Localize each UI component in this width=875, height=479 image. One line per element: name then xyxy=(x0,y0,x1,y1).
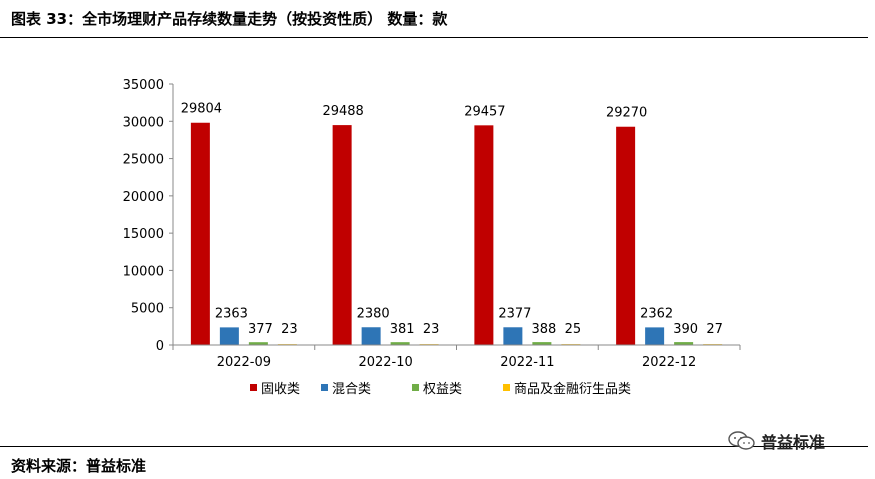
x-tick-label: 2022-09 xyxy=(217,355,271,370)
chart-title: 图表 33：全市场理财产品存续数量走势（按投资性质） 数量：款 xyxy=(11,10,448,28)
y-tick-label: 35000 xyxy=(123,78,164,93)
data-label: 27 xyxy=(706,322,723,337)
bar xyxy=(219,327,239,345)
data-label: 2380 xyxy=(357,306,390,321)
data-label: 29270 xyxy=(606,106,647,121)
bar xyxy=(645,327,665,345)
legend-label: 商品及金融衍生品类 xyxy=(514,381,631,397)
data-label: 29457 xyxy=(464,104,505,119)
wechat-icon xyxy=(728,431,755,450)
data-label: 29804 xyxy=(181,102,222,117)
data-label: 381 xyxy=(390,322,415,337)
bar xyxy=(190,122,210,345)
bar xyxy=(390,342,410,345)
y-tick-label: 5000 xyxy=(131,302,164,317)
bar xyxy=(532,342,552,345)
y-tick-label: 15000 xyxy=(123,227,164,242)
header-rule xyxy=(0,37,868,38)
bar xyxy=(503,327,523,345)
y-tick-label: 20000 xyxy=(123,190,164,205)
data-label: 390 xyxy=(673,322,698,337)
data-label: 2377 xyxy=(498,306,531,321)
x-tick-label: 2022-12 xyxy=(642,355,696,370)
legend-swatch xyxy=(503,384,510,391)
legend-swatch xyxy=(321,384,328,391)
y-tick-label: 10000 xyxy=(123,264,164,279)
source-note: 资料来源：普益标准 xyxy=(11,457,147,475)
bar xyxy=(361,327,381,345)
x-axis: 2022-09 2022-10 2022-11 2022-12 xyxy=(172,344,741,370)
legend-swatch xyxy=(412,384,419,391)
bar xyxy=(616,126,636,345)
legend-label: 固收类 xyxy=(261,382,300,397)
bar xyxy=(474,125,494,345)
data-label: 377 xyxy=(248,322,273,337)
legend-label: 权益类 xyxy=(423,381,462,397)
y-axis: 0 5000 10000 15000 20000 25000 30000 35000 xyxy=(123,78,174,354)
x-tick-label: 2022-10 xyxy=(358,355,412,370)
x-tick-label: 2022-11 xyxy=(500,355,554,370)
watermark: 普益标准 xyxy=(727,430,825,452)
y-tick-label: 0 xyxy=(156,339,164,354)
bar xyxy=(332,125,352,345)
data-label: 388 xyxy=(531,322,556,337)
footer-rule xyxy=(0,446,868,447)
data-label: 2362 xyxy=(640,306,673,321)
data-label: 25 xyxy=(565,322,582,337)
bar xyxy=(248,342,268,345)
chart-header: 图表 33：全市场理财产品存续数量走势（按投资性质） 数量：款 xyxy=(0,0,875,37)
y-tick-label: 30000 xyxy=(123,115,164,130)
watermark-text: 普益标准 xyxy=(761,433,826,452)
data-label: 23 xyxy=(423,322,440,337)
y-tick-label: 25000 xyxy=(123,153,164,168)
legend-swatch xyxy=(250,384,257,391)
legend: 固收类 混合类 权益类 商品及金融衍生品类 xyxy=(250,381,631,397)
bar xyxy=(674,342,694,345)
data-label: 23 xyxy=(281,322,298,337)
legend-label: 混合类 xyxy=(332,382,371,397)
data-label: 2363 xyxy=(215,306,248,321)
data-label: 29488 xyxy=(322,104,363,119)
